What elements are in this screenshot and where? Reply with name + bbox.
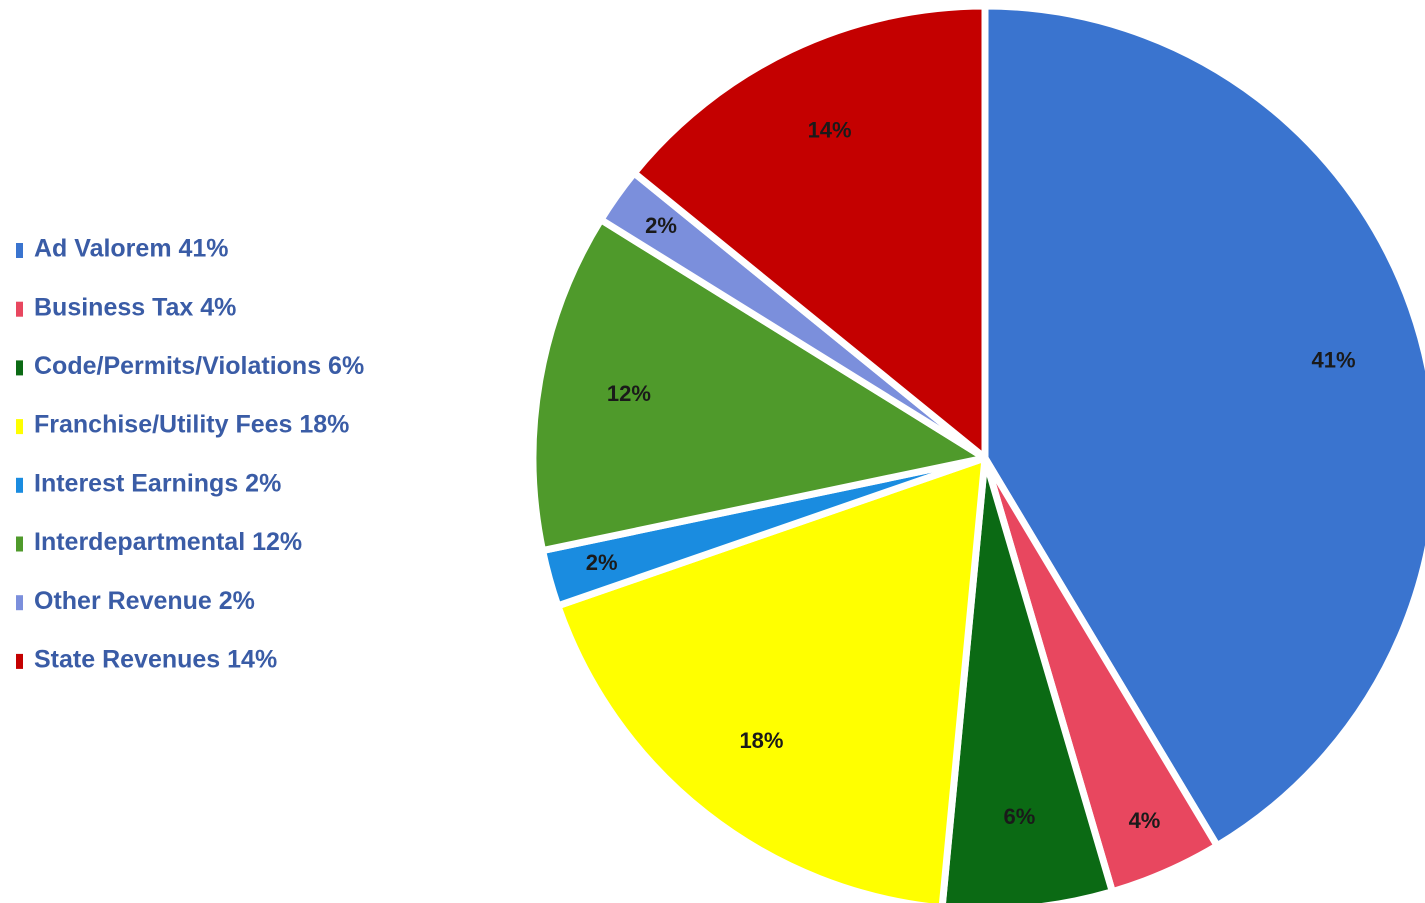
legend-swatch (16, 301, 23, 317)
pie-slice (529, 216, 989, 555)
slice-label: 41% (1312, 347, 1356, 372)
legend-text: Interest Earnings 2% (34, 469, 281, 497)
pie-slice (630, 2, 989, 462)
legend-swatch (16, 536, 23, 552)
legend-swatch (16, 243, 23, 258)
legend-text: State Revenues 14% (34, 646, 277, 674)
legend-swatch (16, 653, 23, 669)
slice-label: 2% (645, 213, 677, 238)
legend-text: Ad Valorem 41% (34, 235, 229, 263)
slice-label: 12% (607, 381, 651, 406)
legend-text: Business Tax 4% (34, 293, 236, 321)
slice-label: 2% (586, 550, 618, 575)
legend-text: Franchise/Utility Fees 18% (34, 411, 349, 439)
legend-text: Code/Permits/Violations 6% (34, 352, 364, 380)
slice-label: 4% (1129, 808, 1161, 833)
legend-swatch (16, 419, 23, 435)
legend-swatch (16, 477, 23, 493)
pie-slice (938, 454, 1116, 903)
slice-label: 14% (808, 117, 852, 142)
slice-label: 6% (1003, 804, 1035, 829)
legend-swatch (16, 360, 23, 376)
legend-text: Interdepartmental 12% (34, 528, 302, 556)
slice-label: 18% (739, 728, 783, 753)
legend-swatch (16, 595, 23, 611)
legend-text: Other Revenue 2% (34, 587, 255, 615)
